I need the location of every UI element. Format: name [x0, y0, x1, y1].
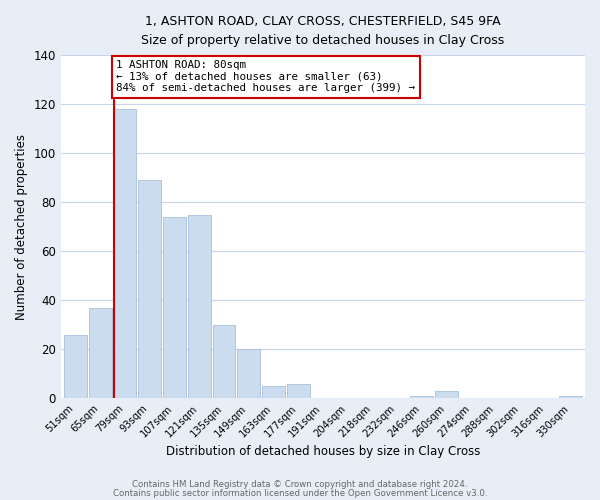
Bar — [287, 384, 310, 398]
Text: Contains public sector information licensed under the Open Government Licence v3: Contains public sector information licen… — [113, 490, 487, 498]
Bar — [262, 386, 285, 398]
Bar — [188, 214, 211, 398]
Title: 1, ASHTON ROAD, CLAY CROSS, CHESTERFIELD, S45 9FA
Size of property relative to d: 1, ASHTON ROAD, CLAY CROSS, CHESTERFIELD… — [141, 15, 505, 47]
Bar — [64, 334, 87, 398]
Bar — [559, 396, 581, 398]
Bar — [89, 308, 112, 398]
Bar — [435, 391, 458, 398]
Bar — [163, 217, 186, 398]
Bar — [212, 325, 235, 398]
Bar — [238, 350, 260, 399]
Text: 1 ASHTON ROAD: 80sqm
← 13% of detached houses are smaller (63)
84% of semi-detac: 1 ASHTON ROAD: 80sqm ← 13% of detached h… — [116, 60, 415, 93]
Bar — [139, 180, 161, 398]
Bar — [410, 396, 433, 398]
X-axis label: Distribution of detached houses by size in Clay Cross: Distribution of detached houses by size … — [166, 444, 480, 458]
Y-axis label: Number of detached properties: Number of detached properties — [15, 134, 28, 320]
Bar — [114, 109, 136, 399]
Text: Contains HM Land Registry data © Crown copyright and database right 2024.: Contains HM Land Registry data © Crown c… — [132, 480, 468, 489]
